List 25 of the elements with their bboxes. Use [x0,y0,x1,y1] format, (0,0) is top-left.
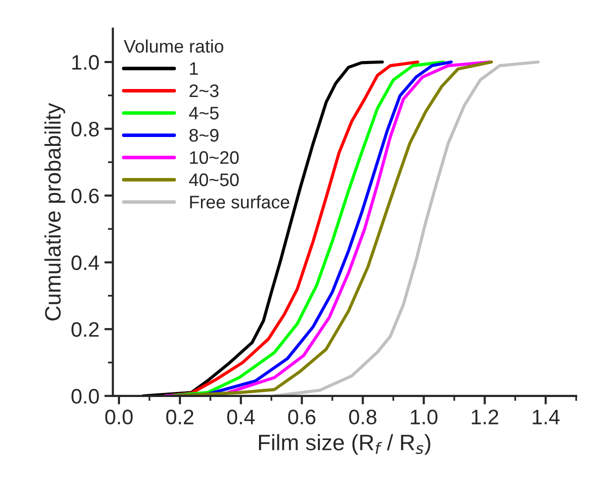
y-tick-label: 1.0 [72,55,99,70]
y-axis-title: Cumulative probability [44,102,66,320]
x-tick-label: 0.2 [166,410,194,424]
legend-label: 1 [190,62,198,75]
legend-label: 8~9 [189,128,218,142]
x-tick-label: 1.2 [472,410,498,424]
legend-label: 40~50 [189,173,239,186]
legend-title: Volume ratio [124,39,224,53]
line-series [142,60,384,396]
legend-label: Free surface [190,195,290,208]
x-tick-label: 0.6 [288,410,316,424]
x-tick-label: 0.0 [105,410,133,424]
y-tick-label: 0.4 [72,255,100,270]
x-tick-label: 0.8 [349,410,376,424]
y-tick-label: 0.2 [72,322,99,337]
x-tick-label: 1.0 [410,410,438,424]
y-tick-label: 0.8 [72,122,99,137]
x-tick-label: 1.4 [532,410,560,424]
legend-label: 2~3 [190,84,219,98]
y-tick-label: 0.6 [72,188,99,204]
x-tick-label: 0.4 [227,410,255,424]
x-axis-title: Film size (R$_{f}$ / R$_{s}$) [259,434,430,455]
legend-label: 4~5 [189,106,219,120]
legend-label: 10~20 [190,151,239,164]
y-tick-label: 0.0 [72,388,99,404]
